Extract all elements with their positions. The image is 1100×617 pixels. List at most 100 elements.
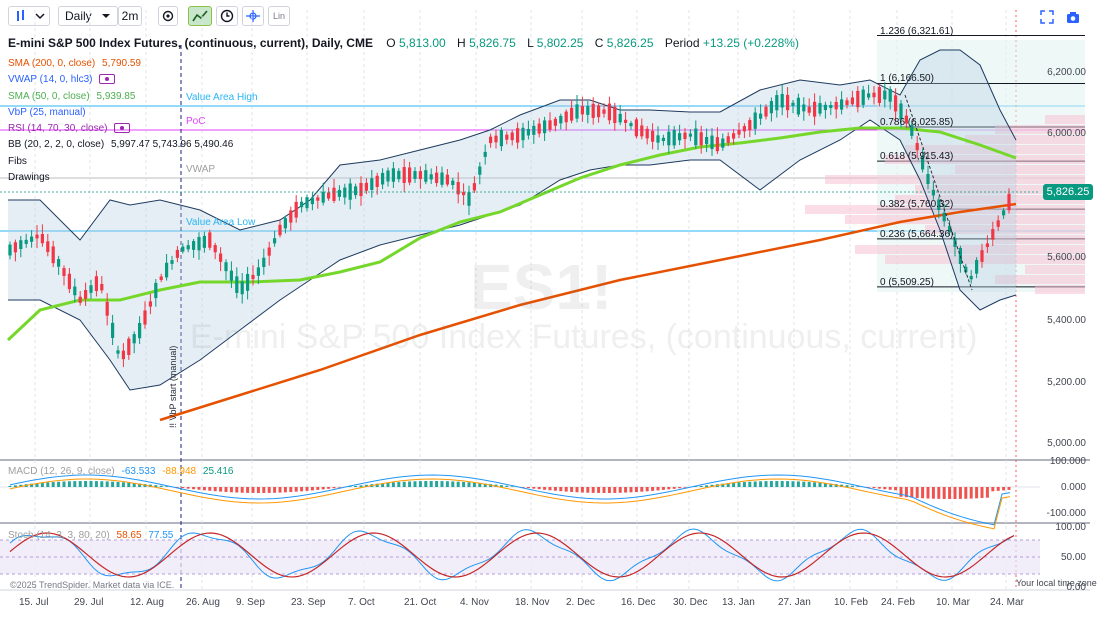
legend-sma50[interactable]: SMA (50, 0, close) 5,939.85: [8, 90, 139, 103]
camera-icon[interactable]: [1066, 10, 1080, 27]
legend-vwap[interactable]: VWAP (14, 0, hlc3): [8, 73, 119, 86]
period-change: +13.25 (+0.228%): [702, 36, 799, 50]
macd-histogram-bar: [721, 483, 725, 487]
candle: [586, 106, 590, 115]
price-axis-label: 5,000.00: [1047, 438, 1086, 449]
scale-button[interactable]: Lin: [268, 6, 290, 26]
macd-histogram-bar: [564, 487, 568, 492]
eye-icon[interactable]: [114, 123, 131, 134]
legend-sma50-value: 5,939.85: [96, 91, 136, 102]
macd-histogram-bar: [456, 481, 460, 487]
legend-fibs-name: Fibs: [8, 156, 27, 167]
candle: [748, 120, 752, 131]
candle: [424, 170, 428, 182]
candle: [953, 238, 957, 247]
candle: [105, 301, 109, 316]
candle: [30, 236, 34, 242]
trend-tool-button[interactable]: [188, 6, 212, 26]
compare-label: 2m: [121, 9, 139, 23]
macd-histogram-bar: [899, 487, 903, 497]
candle: [283, 218, 287, 229]
candle: [926, 173, 930, 185]
price-axis-label: 5,200.00: [1047, 377, 1086, 388]
candle: [807, 106, 811, 113]
stoch-axis-label: 0.00: [1066, 582, 1086, 593]
candle: [435, 172, 439, 183]
macd-histogram-bar: [121, 482, 125, 487]
macd-histogram-bar: [748, 481, 752, 487]
candle: [181, 246, 185, 252]
candle: [899, 103, 903, 120]
chart-type-button[interactable]: [8, 6, 50, 26]
candle: [127, 338, 131, 355]
settings-button[interactable]: [158, 6, 178, 26]
legend-rsi[interactable]: RSI (14, 70, 30, close): [8, 122, 134, 135]
time-axis-label: 7. Oct: [348, 597, 375, 608]
legend-vbp-name: VbP (25, manual): [8, 107, 86, 118]
candle: [521, 127, 525, 141]
candle: [607, 103, 611, 121]
candle: [170, 260, 174, 264]
candle: [251, 274, 255, 280]
macd-histogram-bar: [159, 485, 163, 487]
candle: [57, 259, 61, 267]
bollinger-fill: [8, 50, 1016, 390]
legend-drawings[interactable]: Drawings: [8, 171, 54, 184]
replay-button[interactable]: [216, 6, 238, 26]
candle: [451, 180, 455, 185]
legend-bb[interactable]: BB (20, 2, 2, 0, close) 5,997.47 5,743.9…: [8, 138, 237, 151]
candle: [370, 178, 374, 190]
crosshair-button[interactable]: [242, 6, 264, 26]
value-area-high-label: Value Area High: [186, 92, 258, 103]
macd-histogram-bar: [694, 486, 698, 487]
legend-fibs[interactable]: Fibs: [8, 155, 31, 168]
candle: [202, 235, 206, 248]
candle: [640, 125, 644, 137]
fib-label: 0.786 (6,025.85): [880, 117, 954, 128]
macd-histogram-bar: [127, 482, 131, 487]
candle: [67, 273, 71, 290]
candle: [904, 115, 908, 124]
candle: [694, 128, 698, 146]
legend-vbp[interactable]: VbP (25, manual): [8, 106, 90, 119]
candle: [629, 123, 633, 127]
macd-histogram-bar: [451, 481, 455, 487]
candle: [294, 201, 298, 218]
macd-histogram-bar: [111, 481, 115, 487]
eye-icon[interactable]: [99, 74, 116, 85]
macd-histogram-bar: [251, 487, 255, 493]
candle: [208, 232, 212, 248]
candle: [343, 187, 347, 198]
macd-histogram-bar: [791, 481, 795, 487]
macd-histogram-bar: [440, 481, 444, 487]
macd-histogram-bar: [348, 486, 352, 487]
candle: [354, 186, 358, 196]
macd-histogram-bar: [553, 487, 557, 491]
legend-macd[interactable]: MACD (12, 26, 9, close) -63.533 -88.948 …: [8, 465, 238, 478]
time-axis-label: 10. Mar: [936, 597, 970, 608]
interval-select[interactable]: Daily: [58, 6, 118, 26]
fullscreen-icon[interactable]: [1040, 10, 1054, 27]
candle: [46, 241, 50, 253]
macd-histogram-bar: [807, 481, 811, 487]
clock-icon: [220, 9, 234, 23]
macd-histogram-bar: [678, 487, 682, 489]
compare-button[interactable]: 2m: [118, 6, 142, 26]
high-value: 5,826.75: [469, 36, 516, 50]
macd-histogram-bar: [526, 487, 530, 489]
time-axis-label: 12. Aug: [130, 597, 164, 608]
vbp-bar: [915, 185, 1085, 194]
macd-histogram-bar: [921, 487, 925, 499]
macd-histogram-bar: [904, 487, 908, 498]
macd-histogram-bar: [672, 487, 676, 489]
candle: [472, 183, 476, 191]
candle: [591, 103, 595, 118]
macd-hist-value: 25.416: [202, 466, 234, 477]
candle: [877, 87, 881, 103]
candle: [753, 112, 757, 129]
legend-sma200[interactable]: SMA (200, 0, close) 5,790.59: [8, 57, 145, 70]
symbol-title: E-mini S&P 500 Index Futures, (continuou…: [8, 36, 373, 50]
legend-stoch[interactable]: Stoch (14, 3, 3, 80, 20) 58.65 77.55: [8, 529, 177, 542]
legend-sma200-name: SMA (200, 0, close): [8, 58, 96, 69]
